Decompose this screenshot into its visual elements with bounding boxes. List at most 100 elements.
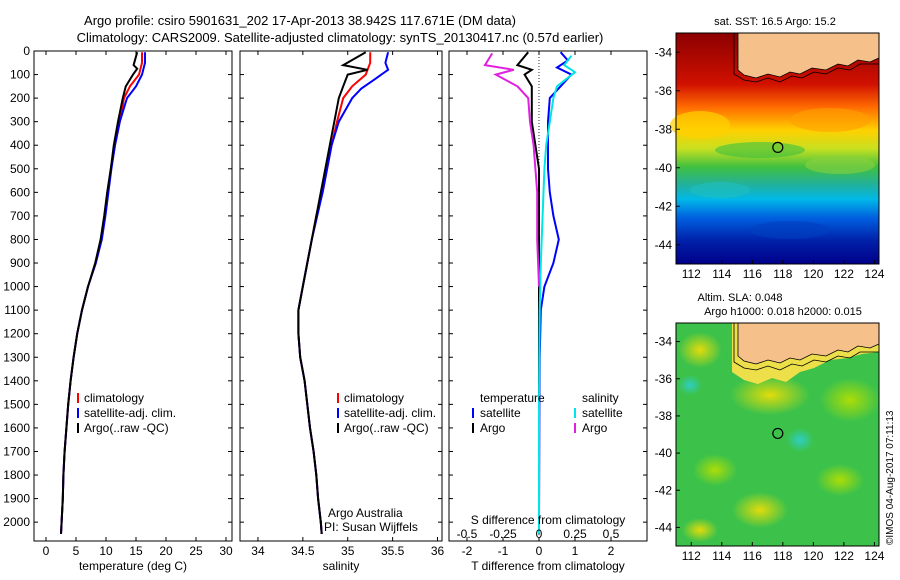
figure-title-line2: Climatology: CARS2009. Satellite-adjuste… xyxy=(77,30,604,45)
sst_map-xtick-label: 114 xyxy=(712,267,731,281)
sst_map-xtick-label: 122 xyxy=(834,267,854,281)
temperature-ytick-label: 1600 xyxy=(3,421,30,435)
sla_map-float-marker xyxy=(772,427,784,440)
temperature-ytick-label: 1900 xyxy=(3,492,30,506)
temperature-ytick-label: 300 xyxy=(10,115,30,129)
sla_map-xtick-label: 112 xyxy=(682,549,701,563)
sla-map-title-line1: Altim. SLA: 0.048 xyxy=(698,292,783,304)
salinity-profile-plot: 34 34.5 35 35.5 36 salinity climatologysatelli… xyxy=(239,50,445,573)
temperature-legend-label: satellite-adj. clim. xyxy=(84,406,176,420)
temperature-xtick-label: 10 xyxy=(99,544,113,558)
temperature-xtick-label: 5 xyxy=(73,544,80,558)
sla-map: Altim. SLA: 0.048 Argo h1000: 0.018 h200… xyxy=(655,292,885,563)
temperature-xtick-label: 0 xyxy=(43,544,50,558)
temperature-ytick-label: 400 xyxy=(10,138,30,152)
temperature-ytick-label: 1200 xyxy=(3,327,30,341)
temperature-ytick-label: 1500 xyxy=(3,397,30,411)
sst_map-frame xyxy=(675,32,880,265)
difference-series-salinity-satellite xyxy=(538,55,577,534)
pi-label: PI: Susan Wijffels xyxy=(324,520,418,534)
difference-xtick-label: -2 xyxy=(462,544,473,558)
temperature-ytick-label: 600 xyxy=(10,185,30,199)
sst_map-ytick-label: -36 xyxy=(655,84,673,98)
difference-legend-salinity-title: salinity xyxy=(582,391,619,405)
sla_map-ytick-label: -36 xyxy=(655,372,673,386)
sla_map-ytick-label: -42 xyxy=(655,483,673,497)
difference-xtick-label: -1 xyxy=(498,544,509,558)
difference-xtick-label: 2 xyxy=(608,544,615,558)
sst_map-xtick-label: 116 xyxy=(743,267,762,281)
sst_map-ytick-label: -44 xyxy=(655,238,673,252)
temperature-xtick-label: 25 xyxy=(189,544,203,558)
sst_map-xtick-label: 118 xyxy=(773,267,792,281)
sst-map-contour xyxy=(733,33,879,83)
difference-series-temperature-argo xyxy=(515,51,540,534)
sst-map-title: sat. SST: 16.5 Argo: 15.2 xyxy=(714,16,836,28)
temperature-ytick-label: 1100 xyxy=(4,303,30,317)
temperature-profile-plot: 0 5 10 15 20 25 300100200300400500600700800900… xyxy=(3,44,233,573)
temperature-ytick-label: 700 xyxy=(10,209,30,223)
difference-profile-plot: -2 -1 0 1 2T difference from climatology temp… xyxy=(448,50,648,573)
salinity-plot-frame xyxy=(239,50,443,542)
difference-legend-label: Argo xyxy=(480,421,506,435)
sla_map-xtick-label: 116 xyxy=(743,549,762,563)
sla_map-xtick-label: 118 xyxy=(773,549,792,563)
sst_map-xtick-label: 120 xyxy=(803,267,823,281)
temperature-ytick-label: 200 xyxy=(10,91,30,105)
difference-s-tick-label: -0.5 xyxy=(457,527,478,541)
sla_map-xtick-label: 122 xyxy=(834,549,854,563)
salinity-series-argo-raw-qc- xyxy=(297,51,368,534)
sla_map-ytick-label: -40 xyxy=(655,446,673,460)
difference-s-tick-label: -0.25 xyxy=(489,527,517,541)
temperature-ytick-label: 1000 xyxy=(3,280,30,294)
difference-legend-label: Argo xyxy=(582,421,608,435)
sst_map-ytick-label: -40 xyxy=(655,161,673,175)
sst-map-axes: 112 114 116 118 120 122 124 -34 -36 -38 -40 -42 -44 xyxy=(655,32,885,281)
salinity-xtick-label: 34 xyxy=(251,544,265,558)
difference-legend-label: satellite xyxy=(480,406,521,420)
sst_map-float-marker xyxy=(772,141,784,153)
sla-map-title-line2: Argo h1000: 0.018 h2000: 0.015 xyxy=(704,306,862,318)
temperature-xtick-label: 15 xyxy=(129,544,143,558)
sla_map-ytick-label: -38 xyxy=(655,409,673,423)
sst_map-ytick-label: -34 xyxy=(655,45,673,59)
difference-s-tick-label: 0.5 xyxy=(603,527,620,541)
temperature-ytick-label: 1800 xyxy=(3,468,30,482)
salinity-xlabel: salinity xyxy=(323,559,360,573)
salinity-legend-label: satellite-adj. clim. xyxy=(344,406,436,420)
sla_map-ytick-label: -44 xyxy=(655,520,673,534)
temperature-ytick-label: 0 xyxy=(23,44,30,58)
temperature-legend-label: climatology xyxy=(84,391,144,405)
temperature-xlabel: temperature (deg C) xyxy=(79,559,187,573)
sla_map-xtick-label: 120 xyxy=(803,549,823,563)
temperature-xtick-label: 30 xyxy=(219,544,233,558)
difference-s-tick-label: 0.25 xyxy=(563,527,587,541)
difference-legend-temperature-title: temperature xyxy=(480,391,545,405)
sla_map-frame xyxy=(675,322,880,547)
sst_map-xtick-label: 124 xyxy=(864,267,884,281)
sst_map-ytick-label: -42 xyxy=(655,199,673,213)
difference-xlabel: T difference from climatology xyxy=(471,559,625,573)
salinity-legend-label: climatology xyxy=(344,391,404,405)
sla-map-land xyxy=(737,322,880,365)
sst_map-ytick-label: -38 xyxy=(655,122,673,136)
difference-s-axis-label: S difference from climatology xyxy=(471,513,626,527)
sst-map: sat. SST: 16.5 Argo: 15.2 112 114 116 118 12… xyxy=(655,16,885,281)
sla_map-xtick-label: 114 xyxy=(712,549,731,563)
sla_map-xtick-label: 124 xyxy=(864,549,884,563)
temperature-ytick-label: 1400 xyxy=(3,374,30,388)
difference-xtick-label: 1 xyxy=(572,544,579,558)
sla-map-axes: 112 114 116 118 120 122 124 -34 -36 -38 -40 -42 -44 xyxy=(655,322,885,563)
salinity-xtick-label: 34.5 xyxy=(291,544,315,558)
difference-series-salinity-argo xyxy=(483,52,540,287)
temperature-xtick-label: 20 xyxy=(159,544,173,558)
temperature-ytick-label: 900 xyxy=(10,256,30,270)
temperature-ytick-label: 1300 xyxy=(3,350,30,364)
sst-map-land xyxy=(737,32,880,79)
sla_map-ytick-label: -34 xyxy=(655,335,673,349)
salinity-legend-label: Argo(..raw -QC) xyxy=(344,421,429,435)
temperature-series-argo-raw-qc- xyxy=(60,51,139,534)
figure-title-line1: Argo profile: csiro 5901631_202 17-Apr-2… xyxy=(84,13,516,28)
difference-legend-label: satellite xyxy=(582,406,623,420)
